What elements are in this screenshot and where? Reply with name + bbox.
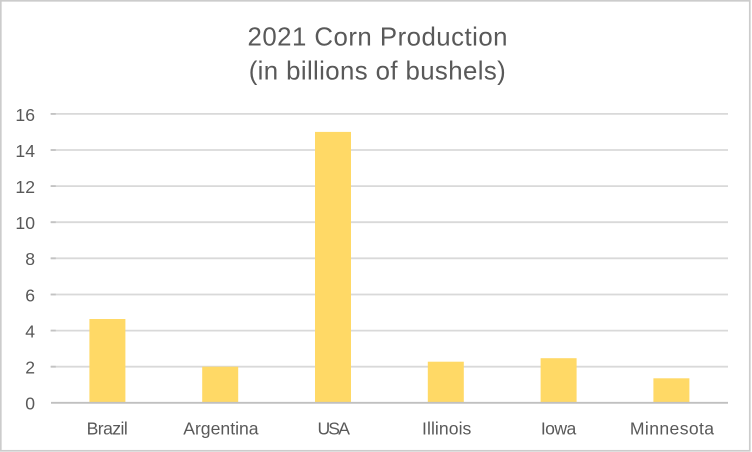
- svg-text:Illinois: Illinois: [422, 418, 472, 438]
- svg-text:2: 2: [25, 358, 35, 378]
- svg-text:16: 16: [15, 105, 35, 125]
- svg-text:Iowa: Iowa: [541, 418, 577, 438]
- svg-text:2021 Corn Production: 2021 Corn Production: [248, 24, 508, 52]
- svg-text:4: 4: [25, 321, 35, 341]
- svg-text:0: 0: [25, 394, 35, 414]
- svg-text:12: 12: [15, 177, 35, 197]
- svg-text:14: 14: [15, 141, 35, 161]
- svg-text:10: 10: [15, 213, 35, 233]
- svg-text:8: 8: [25, 249, 35, 269]
- svg-text:Argentina: Argentina: [183, 418, 259, 438]
- svg-text:USA: USA: [317, 418, 350, 438]
- svg-text:Brazil: Brazil: [87, 418, 128, 438]
- svg-text:Minnesota: Minnesota: [630, 418, 714, 438]
- svg-text:6: 6: [25, 285, 35, 305]
- svg-text:(in billions of bushels): (in billions of bushels): [249, 57, 506, 85]
